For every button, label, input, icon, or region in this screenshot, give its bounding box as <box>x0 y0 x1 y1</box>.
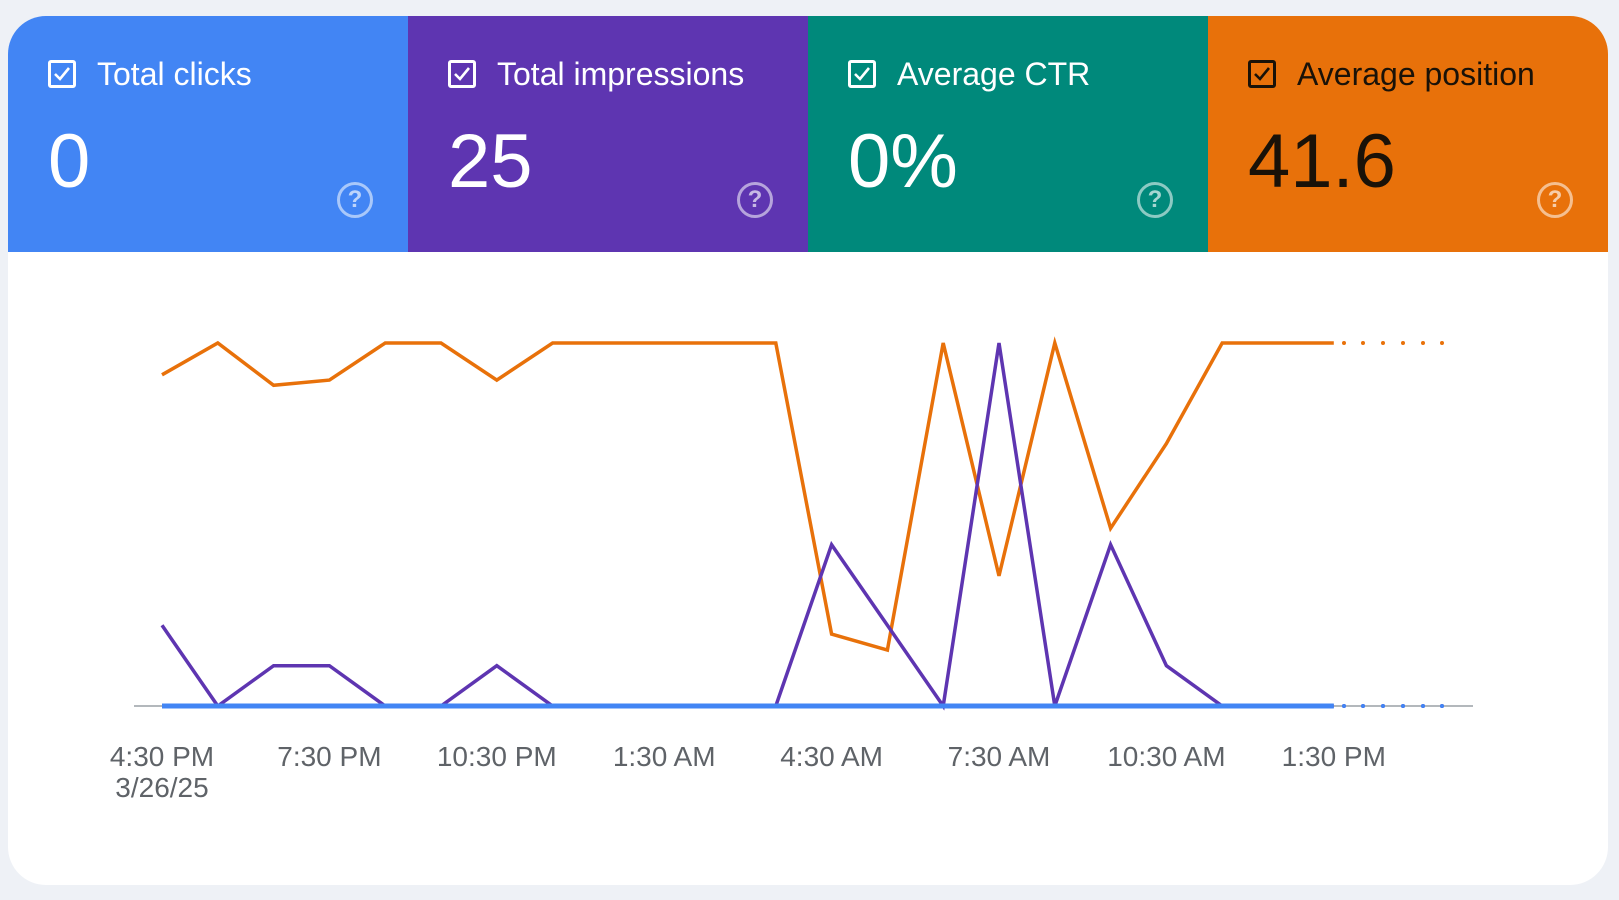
help-circle-icon[interactable]: ? <box>337 182 373 218</box>
metric-value: 0% <box>848 119 958 204</box>
help-circle-icon[interactable]: ? <box>1537 182 1573 218</box>
metric-tile-total-impressions[interactable]: Total impressions 25 ? <box>408 16 808 252</box>
series-dot-total-clicks <box>1381 704 1385 708</box>
help-circle-icon[interactable]: ? <box>1137 182 1173 218</box>
metric-tile-total-clicks[interactable]: Total clicks 0 ? <box>8 16 408 252</box>
metric-value: 0 <box>48 119 91 204</box>
checkbox-checked-icon[interactable] <box>48 60 76 88</box>
checkbox-checked-icon[interactable] <box>448 60 476 88</box>
series-dot-average-position <box>1342 341 1346 345</box>
x-tick-sublabel: 3/26/25 <box>115 772 208 803</box>
metric-tile-average-position[interactable]: Average position 41.6 ? <box>1208 16 1608 252</box>
series-dot-average-position <box>1381 341 1385 345</box>
line-chart: 4:30 PM3/26/25 7:30 PM 10:30 PM 1:30 AM 4:30… <box>110 336 1473 803</box>
series-dot-total-clicks <box>1361 704 1365 708</box>
metric-tile-average-ctr[interactable]: Average CTR 0% ? <box>808 16 1208 252</box>
help-circle-icon[interactable]: ? <box>737 182 773 218</box>
metric-value: 41.6 <box>1248 119 1396 204</box>
series-dot-total-clicks <box>1421 704 1425 708</box>
metric-label: Average CTR <box>897 56 1091 92</box>
x-tick-label: 4:30 PM <box>110 741 214 772</box>
metric-label: Total impressions <box>497 56 745 92</box>
series-dot-average-position <box>1401 341 1405 345</box>
x-tick-label: 1:30 PM <box>1282 741 1386 772</box>
series-line-average-position <box>161 336 1334 653</box>
checkbox-checked-icon[interactable] <box>848 60 876 88</box>
series-line-total-impressions <box>160 342 1334 711</box>
metric-value: 25 <box>448 119 533 204</box>
metric-tiles: Total clicks 0 ? Total impressions 25 ? … <box>8 16 1608 252</box>
series-dot-average-position <box>1421 341 1425 345</box>
performance-chart: 4:30 PM 3/26/25 7:30 PM 10:30 PM 1:30 AM 4:30… <box>8 252 1608 885</box>
x-tick-label: 10:30 AM <box>1107 741 1225 772</box>
series-dot-total-clicks <box>1440 704 1444 708</box>
x-tick-label: 4:30 AM <box>780 741 883 772</box>
performance-card: Total clicks 0 ? Total impressions 25 ? … <box>8 16 1608 885</box>
series-dot-average-position <box>1361 341 1365 345</box>
x-tick-label: 10:30 PM <box>437 741 557 772</box>
series-dot-total-clicks <box>1342 704 1346 708</box>
series-dot-average-position <box>1440 341 1444 345</box>
x-tick-label: 1:30 AM <box>613 741 716 772</box>
series-dot-total-clicks <box>1401 704 1405 708</box>
checkbox-checked-icon[interactable] <box>1248 60 1276 88</box>
x-tick-label: 7:30 PM <box>277 741 381 772</box>
x-tick-label: 7:30 AM <box>948 741 1051 772</box>
metric-label: Average position <box>1297 56 1535 92</box>
metric-label: Total clicks <box>97 56 252 92</box>
